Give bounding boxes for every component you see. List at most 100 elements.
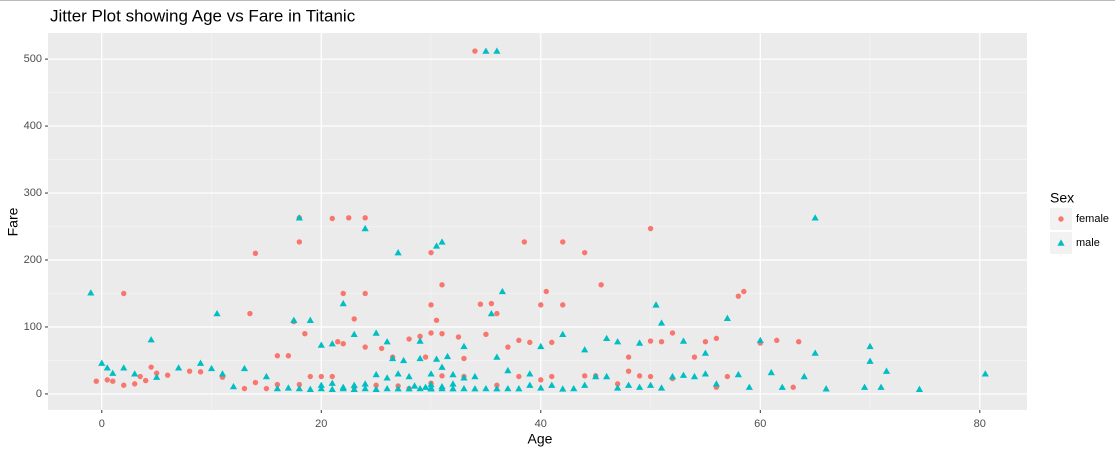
point — [252, 379, 259, 386]
point — [263, 385, 270, 392]
point — [120, 364, 128, 371]
point — [614, 338, 622, 345]
point — [652, 301, 660, 308]
point — [439, 373, 445, 379]
point — [317, 341, 325, 348]
point — [790, 384, 796, 390]
point — [822, 385, 830, 392]
point — [625, 368, 632, 374]
chart-title: Jitter Plot showing Age vs Fare in Titan… — [50, 6, 356, 25]
point — [647, 373, 654, 380]
point — [461, 355, 467, 362]
point — [400, 356, 408, 364]
point — [811, 214, 819, 221]
point — [439, 330, 445, 337]
point — [439, 282, 445, 288]
point — [329, 215, 335, 222]
point — [186, 368, 193, 374]
point — [981, 370, 989, 377]
point — [449, 385, 457, 392]
point — [515, 385, 523, 392]
point — [549, 373, 555, 380]
point — [285, 353, 292, 359]
x-tick-label: 80 — [974, 418, 986, 430]
point — [658, 338, 665, 345]
point — [416, 337, 424, 344]
point — [328, 340, 336, 347]
point — [526, 381, 534, 388]
point — [581, 373, 588, 379]
point — [389, 354, 397, 362]
y-tick-label: 0 — [36, 388, 42, 400]
point — [240, 364, 249, 372]
point — [328, 379, 336, 386]
y-tick-label: 100 — [24, 321, 42, 333]
point — [175, 364, 183, 371]
point — [296, 381, 303, 388]
point — [526, 370, 534, 377]
point — [372, 329, 380, 336]
point — [614, 384, 622, 391]
point — [691, 354, 698, 360]
point — [548, 381, 556, 388]
point — [432, 355, 441, 362]
point — [432, 242, 441, 249]
y-tick-label: 500 — [24, 53, 42, 65]
point — [538, 377, 544, 383]
point — [104, 377, 110, 383]
point — [350, 330, 358, 338]
point — [592, 372, 600, 380]
point — [378, 345, 385, 352]
point — [635, 383, 644, 390]
point — [603, 334, 611, 342]
point — [317, 384, 325, 392]
point — [701, 349, 710, 356]
point — [362, 215, 368, 221]
point — [318, 373, 324, 380]
point — [860, 383, 869, 390]
point — [410, 382, 419, 389]
point — [493, 47, 501, 54]
legend-label: female — [1076, 213, 1109, 225]
point — [460, 374, 468, 381]
point — [741, 288, 747, 295]
x-tick-label: 60 — [754, 418, 766, 430]
point — [351, 316, 357, 322]
x-tick-label: 40 — [535, 418, 547, 430]
point — [915, 385, 924, 392]
point — [350, 381, 358, 388]
point — [110, 378, 116, 384]
point — [361, 380, 369, 387]
point — [712, 380, 720, 387]
point — [428, 330, 434, 336]
point — [346, 215, 352, 221]
point — [306, 385, 314, 392]
x-tick-label: 20 — [315, 418, 327, 430]
point — [449, 370, 457, 378]
y-tick-label: 400 — [24, 120, 42, 132]
point — [668, 372, 677, 380]
point — [339, 299, 347, 307]
point — [372, 370, 380, 378]
point — [394, 370, 402, 377]
point — [196, 359, 205, 366]
point — [296, 239, 303, 245]
point — [560, 239, 566, 245]
point — [636, 373, 643, 379]
point — [493, 353, 501, 360]
point — [455, 334, 462, 340]
point — [487, 309, 496, 317]
point — [121, 290, 127, 297]
point — [121, 382, 127, 388]
point — [516, 337, 522, 344]
point — [504, 384, 512, 392]
point — [504, 366, 512, 374]
point — [383, 384, 391, 392]
point — [734, 370, 742, 378]
legend-symbol — [1057, 239, 1065, 246]
point — [493, 385, 501, 392]
point — [98, 359, 106, 366]
point — [137, 373, 143, 380]
point — [581, 249, 588, 256]
